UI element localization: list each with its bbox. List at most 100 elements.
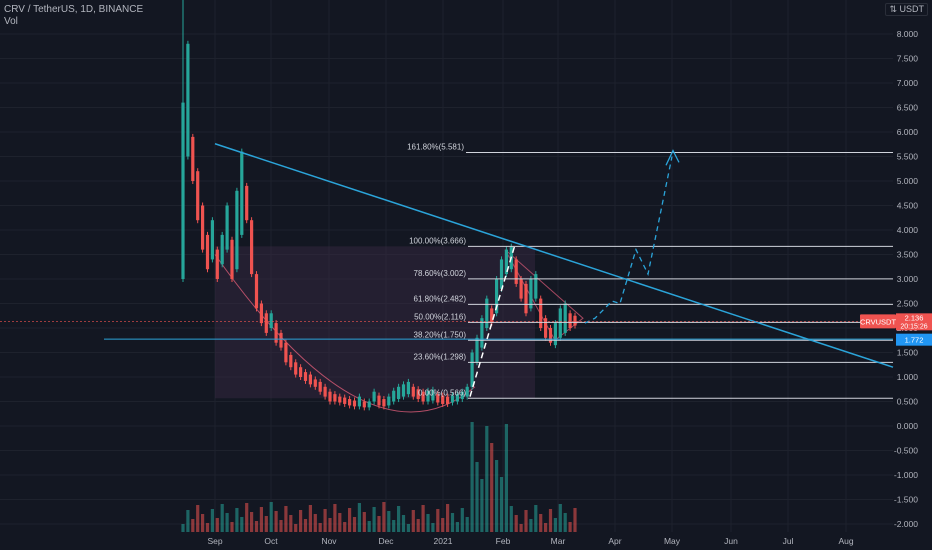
x-tick-label: Apr [608, 536, 621, 546]
candle-body [382, 399, 386, 407]
volume-bar [446, 504, 450, 532]
y-tick-label: 1.000 [897, 372, 919, 382]
candle-body [401, 384, 406, 397]
volume-bar [186, 510, 190, 532]
volume-bar [210, 509, 214, 532]
candle-body [210, 220, 214, 260]
volume-bar [269, 502, 273, 532]
candle-body [215, 249, 219, 279]
fib-level-label: 78.60%(3.002) [414, 269, 467, 278]
y-tick-label: 7.000 [897, 78, 919, 88]
time-axis: Sep Oct Nov Dec 2021 Feb Mar Apr May Jun Jul Aug [207, 536, 853, 546]
volume-bar [485, 426, 489, 532]
volume-bar [460, 508, 464, 532]
x-tick-label: May [664, 536, 681, 546]
fib-level-label: 100.00%(3.666) [409, 236, 466, 245]
volume-bar [534, 505, 538, 532]
x-tick-label: Aug [838, 536, 853, 546]
volume-bar [191, 519, 195, 532]
volume-bar [480, 479, 484, 532]
volume-bar [274, 511, 278, 532]
candle-body [573, 315, 577, 326]
candle-body [539, 298, 543, 328]
candle-body [392, 390, 396, 402]
y-tick-label: 2.500 [897, 299, 919, 309]
currency-label: USDT [899, 4, 925, 14]
candle-body [230, 239, 234, 279]
candle-body [470, 352, 474, 387]
volume-bar [568, 522, 572, 532]
candle-body [431, 389, 435, 401]
volume-bar [539, 514, 543, 532]
currency-button[interactable]: ⇅ USDT [885, 3, 928, 16]
fib-retracement: 161.80%(5.581) 100.00%(3.666) 78.60%(3.002… [407, 143, 893, 399]
candle-body [264, 313, 268, 333]
y-tick-label: -1.000 [894, 470, 918, 480]
volume-bar [338, 513, 342, 532]
y-tick-label: 5.000 [897, 176, 919, 186]
volume-bar [279, 520, 283, 532]
y-tick-label: 6.500 [897, 103, 919, 113]
price-tag-value: 2.136 [905, 313, 924, 322]
volume-bar [343, 522, 347, 532]
candle-body [568, 313, 572, 328]
breakout-dashed-line [469, 244, 516, 397]
candle-body [269, 313, 273, 328]
volume-bar [495, 460, 499, 532]
candle-body [274, 323, 278, 343]
candle-body [460, 391, 464, 400]
x-tick-label: Feb [496, 536, 511, 546]
volume-bar [529, 519, 533, 532]
candle-body [348, 399, 352, 406]
volume-bar [318, 523, 322, 532]
volume-bar [509, 506, 513, 532]
support-tag-bg [896, 333, 932, 346]
volume-bar [235, 508, 239, 532]
volume-bar [254, 521, 259, 532]
volume-bar [377, 516, 381, 532]
candle-body [303, 372, 308, 381]
projection-path [584, 156, 673, 324]
volume-bar [313, 514, 317, 532]
x-tick-label: 2021 [434, 536, 453, 546]
candle-body [245, 185, 249, 221]
volume-bar [259, 507, 263, 532]
volume-bar [401, 515, 406, 532]
symbol-line[interactable]: CRV / TetherUS, 1D, BINANCE [4, 4, 144, 15]
volume-bar [308, 505, 312, 532]
y-tick-label: 4.500 [897, 201, 919, 211]
volume-bar [201, 514, 205, 532]
candle-body [362, 401, 366, 408]
candle-body [191, 136, 195, 181]
volume-label[interactable]: Vol [4, 16, 18, 27]
x-tick-label: Sep [207, 536, 222, 546]
price-tag-time: 20:15:26 [900, 323, 927, 330]
volume-bar [303, 519, 308, 532]
x-tick-label: Dec [378, 536, 394, 546]
volume-bar [504, 424, 508, 532]
fib-level-label: 0.00%(0.566) [418, 388, 466, 397]
price-tag-bg [896, 313, 932, 331]
y-tick-label: 4.000 [897, 225, 919, 235]
volume-bar [240, 517, 244, 532]
candle-body [240, 151, 244, 235]
x-tick-label: Jun [724, 536, 738, 546]
x-tick-label: Oct [264, 536, 278, 546]
volume-bar [250, 512, 254, 532]
symbol-tag-label: CRVUSDT [860, 317, 897, 326]
candle-body [186, 43, 190, 157]
x-tick-label: Nov [321, 536, 337, 546]
candle-body [514, 259, 518, 284]
y-tick-label: 8.000 [897, 29, 919, 39]
trend-lines [104, 143, 894, 397]
candle-body [318, 381, 322, 392]
volume-bar [416, 519, 420, 532]
volume-bar [367, 521, 371, 532]
volume-bar [387, 511, 391, 532]
candle-body [338, 396, 342, 403]
volume-bar [299, 510, 303, 532]
volume-bar [573, 508, 577, 532]
y-tick-label: 5.500 [897, 152, 919, 162]
